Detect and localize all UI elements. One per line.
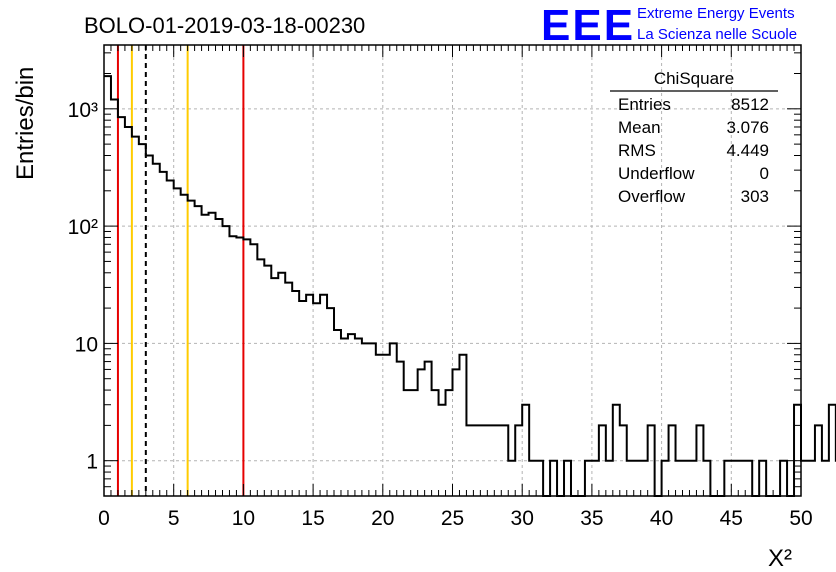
x-tick-label: 40 [650,507,673,530]
y-tick-label: 10 [75,333,98,356]
logo-mark: EEE [541,1,635,50]
stats-label: Entries [618,95,671,114]
x-tick-label: 5 [168,507,180,530]
logo-line-1: Extreme Energy Events [637,5,795,22]
stats-box: ChiSquare Entries 8512 Mean 3.076 RMS 4.449 Un… [610,69,778,206]
stats-label: Mean [618,118,661,137]
y-tick-label: 1 [86,451,98,474]
stats-value: 303 [741,187,769,206]
y-tick-label: 10³ [68,99,98,122]
stats-value: 0 [760,164,769,183]
y-axis-label: Entries/bin [12,67,39,180]
eee-logo: EEE Extreme Energy Events La Scienza nel… [541,1,797,50]
chart-title: BOLO-01-2019-03-18-00230 [84,13,365,38]
stats-value: 4.449 [726,141,769,160]
x-tick-label: 30 [511,507,534,530]
y-tick-labels: 1 10 10² 10³ [68,99,98,474]
x-tick-label: 0 [98,507,110,530]
x-tick-label: 10 [232,507,255,530]
logo-line-2: La Scienza nelle Scuole [637,26,797,43]
grid-lines [104,45,801,496]
x-tick-label: 50 [789,507,812,530]
axis-ticks [103,45,802,497]
stats-label: RMS [618,141,656,160]
stats-title: ChiSquare [654,69,734,88]
x-tick-label: 35 [580,507,603,530]
x-tick-label: 20 [371,507,394,530]
histogram-series [104,75,836,497]
stats-label: Overflow [618,187,686,206]
stats-label: Underflow [618,164,695,183]
x-tick-label: 45 [720,507,743,530]
x-axis-label: X² [768,545,792,572]
stats-value: 3.076 [726,118,769,137]
x-tick-label: 25 [441,507,464,530]
stats-value: 8512 [731,95,769,114]
x-tick-labels: 0 5 10 15 20 25 30 35 40 45 50 [98,507,813,530]
threshold-lines [116,45,245,496]
stats-rows: Entries 8512 Mean 3.076 RMS 4.449 Underflow 0 Ov… [618,95,769,206]
x-tick-label: 15 [301,507,324,530]
y-tick-label: 10² [68,216,98,239]
